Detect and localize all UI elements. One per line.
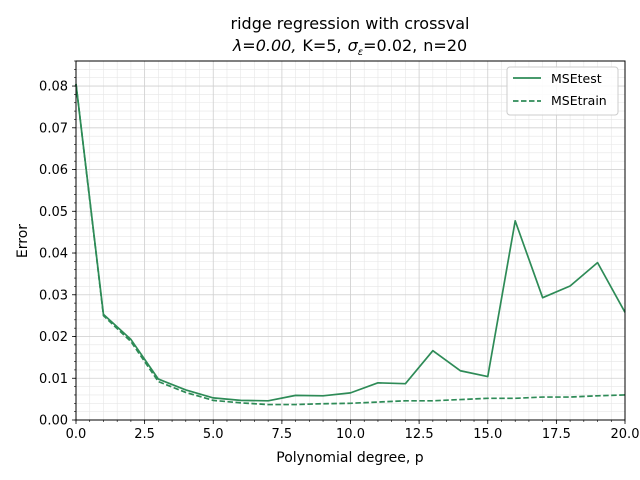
legend: MSEtest MSEtrain	[506, 66, 619, 116]
chart-title: ridge regression with crossval	[231, 14, 470, 33]
subtitle-k: K=5,	[302, 36, 341, 55]
y-tick-label: 0.02	[39, 330, 68, 345]
x-tick-label: 10.0	[336, 427, 365, 442]
x-tick-label: 2.5	[134, 427, 155, 442]
series-line-msetest	[75, 83, 626, 402]
series-layer	[75, 83, 626, 406]
y-tick-label: 0.06	[39, 163, 68, 178]
x-tick-label: 12.5	[405, 427, 434, 442]
chart-subtitle: λ=0.00, K=5, σε=0.02, n=20	[232, 36, 467, 58]
y-tick-label: 0.04	[39, 247, 68, 262]
legend-label-msetest: MSEtest	[551, 71, 602, 86]
y-tick-label: 0.01	[39, 372, 68, 387]
y-axis: 0.00 0.01 0.02 0.03 0.04 0.05 0.06 0.07 0.08	[39, 60, 76, 429]
y-tick-label: 0.03	[39, 288, 68, 303]
y-tick-label: 0.00	[39, 414, 68, 429]
x-tick-label: 20.0	[611, 427, 640, 442]
x-tick-label: 15.0	[473, 427, 502, 442]
x-tick-label: 17.5	[542, 427, 571, 442]
x-tick-label: 5.0	[203, 427, 224, 442]
subtitle-n: n=20	[423, 36, 467, 55]
y-axis-label: Error	[15, 224, 31, 258]
x-tick-label: 0.0	[66, 427, 87, 442]
series-line-msetrain	[75, 83, 626, 406]
y-tick-label: 0.05	[39, 205, 68, 220]
legend-box	[506, 66, 619, 116]
x-axis-label: Polynomial degree, p	[276, 450, 424, 466]
x-axis: 0.0 2.5 5.0 7.5 10.0 12.5 15.0 17.5 20.0	[66, 420, 640, 442]
subtitle-lambda: λ=0.00,	[232, 36, 297, 55]
y-tick-label: 0.08	[39, 80, 68, 95]
subtitle-sigma: σ	[348, 36, 359, 55]
y-tick-label: 0.07	[39, 121, 68, 136]
legend-label-msetrain: MSEtrain	[551, 93, 607, 108]
x-tick-label: 7.5	[272, 427, 293, 442]
subtitle-sigma-value: =0.02,	[363, 36, 417, 55]
subtitle-sigma-sub: ε	[358, 47, 364, 58]
